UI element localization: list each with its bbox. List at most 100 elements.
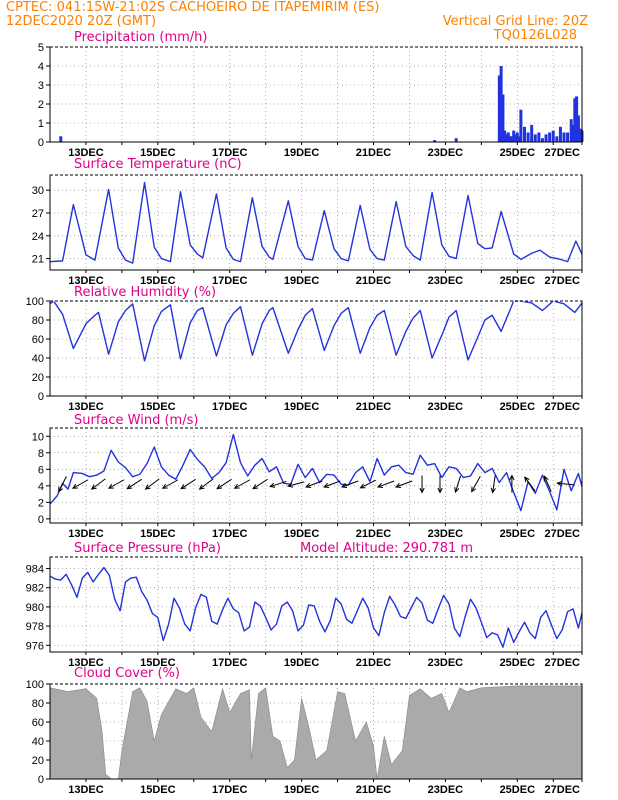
- wind-series-line: [49, 433, 583, 512]
- x-tick-label: 17DEC: [212, 275, 248, 287]
- rh-series-line: [49, 300, 583, 362]
- y-tick-label: 60: [32, 717, 44, 729]
- precip-bar: [530, 124, 534, 142]
- panel-subtitle: Model Altitude: 290.781 m: [300, 541, 473, 556]
- precip-bar: [566, 132, 570, 142]
- wind-arrow: [234, 479, 251, 489]
- x-tick-label: 27DEC: [545, 401, 581, 413]
- x-tick-label: 15DEC: [140, 275, 176, 287]
- y-tick-label: 21: [32, 254, 44, 266]
- panels: 0 1 2 3 4 5 13DEC 15DEC 17DEC 19DEC 21DEC 23DEC 25DE…: [26, 30, 584, 796]
- wind-arrow: [305, 480, 323, 488]
- x-tick-label: 25DEC: [500, 401, 536, 413]
- x-tick-label: 17DEC: [212, 401, 248, 413]
- precip-bar: [497, 75, 501, 142]
- wind-arrow-head: [305, 483, 312, 488]
- wind-arrow-head: [543, 475, 549, 482]
- precip-bar: [512, 130, 516, 142]
- wind-arrow-head: [269, 482, 276, 488]
- wind-arrow: [492, 475, 496, 493]
- header-date: 12DEC2020 20Z (GMT): [6, 14, 156, 29]
- x-tick-label: 27DEC: [545, 657, 581, 669]
- y-tick-label: 80: [32, 315, 44, 327]
- precip-bar: [454, 138, 458, 142]
- panel-title: Surface Temperature (nC): [74, 157, 242, 172]
- x-tick-label: 17DEC: [212, 147, 248, 159]
- x-tick-label: 27DEC: [545, 528, 581, 540]
- x-tick-label: 19DEC: [284, 528, 320, 540]
- wind-arrow-head: [107, 483, 114, 489]
- wind-arrow: [180, 478, 196, 490]
- x-tick-label: 23DEC: [428, 528, 464, 540]
- precip-bar: [515, 132, 519, 142]
- wind-arrow-head: [509, 474, 515, 481]
- panel-cloud: 0 20 40 60 80 100 13DEC 15DEC 17DEC 19DEC 21DEC 23D…: [26, 666, 583, 796]
- wind-arrow-head: [71, 483, 78, 489]
- x-tick-label: 13DEC: [68, 784, 104, 796]
- wind-arrow-head: [556, 480, 563, 487]
- x-tick-label: 15DEC: [140, 147, 176, 159]
- precip-bar: [569, 119, 573, 142]
- wind-arrow: [252, 478, 268, 490]
- y-tick-label: 0: [38, 391, 44, 403]
- panel-title: Relative Humidity (%): [74, 285, 216, 300]
- x-tick-label: 17DEC: [212, 528, 248, 540]
- panel-title: Precipitation (mm/h): [74, 30, 207, 45]
- y-tick-label: 0: [38, 514, 44, 526]
- x-tick-label: 23DEC: [428, 147, 464, 159]
- x-tick-label: 13DEC: [68, 401, 104, 413]
- precip-bar: [514, 134, 517, 142]
- precip-bar: [544, 134, 548, 142]
- y-tick-label: 20: [32, 755, 44, 767]
- y-tick-label: 3: [38, 80, 44, 92]
- panel-temp: 21 24 27 30 13DEC 15DEC 17DEC 19DEC 21DEC 23DEC 25…: [32, 157, 583, 287]
- precip-bar: [510, 136, 514, 142]
- header-station: CPTEC: 041:15W-21:02S CACHOEIRO DE ITAPE…: [6, 0, 379, 15]
- y-tick-label: 10: [32, 431, 44, 443]
- y-tick-label: 60: [32, 334, 44, 346]
- x-tick-label: 27DEC: [545, 784, 581, 796]
- x-tick-label: 25DEC: [500, 147, 536, 159]
- y-tick-label: 100: [26, 679, 44, 691]
- x-tick-label: 15DEC: [140, 401, 176, 413]
- precip-bar: [501, 94, 505, 142]
- y-tick-label: 30: [32, 185, 44, 197]
- wind-arrow: [126, 478, 142, 490]
- y-tick-label: 0: [38, 137, 44, 149]
- x-tick-label: 15DEC: [140, 657, 176, 669]
- x-tick-label: 21DEC: [356, 784, 392, 796]
- precip-bar: [506, 132, 510, 142]
- wind-arrow-head: [180, 484, 187, 490]
- y-tick-label: 40: [32, 353, 44, 365]
- x-tick-label: 25DEC: [500, 528, 536, 540]
- x-tick-label: 19DEC: [284, 147, 320, 159]
- x-tick-label: 21DEC: [356, 147, 392, 159]
- wind-arrow: [557, 482, 575, 486]
- precip-bar: [505, 134, 509, 142]
- wind-arrow: [377, 480, 395, 488]
- wind-arrow: [360, 479, 376, 489]
- wind-arrow: [323, 480, 341, 488]
- x-tick-label: 19DEC: [284, 784, 320, 796]
- precip-bar: [59, 136, 63, 142]
- y-tick-label: 20: [32, 372, 44, 384]
- precip-bar: [571, 124, 575, 142]
- wind-arrow: [216, 478, 232, 490]
- panel-wind: 0 2 4 6 8 10 13DEC 15DEC 17DEC 19DEC 21DEC 23DEC 25D…: [32, 413, 583, 540]
- wind-arrow-head: [216, 484, 223, 490]
- y-tick-label: 984: [26, 564, 44, 576]
- x-tick-label: 21DEC: [356, 275, 392, 287]
- wind-arrow-head: [454, 487, 460, 494]
- wind-arrow-head: [90, 484, 97, 490]
- x-tick-label: 23DEC: [428, 657, 464, 669]
- precip-bar: [433, 140, 437, 142]
- header-model-code: TQ0126L028: [493, 28, 577, 43]
- x-tick-label: 25DEC: [500, 784, 536, 796]
- wind-arrow: [72, 479, 89, 489]
- wind-arrow-head: [126, 484, 133, 490]
- y-tick-label: 0: [38, 774, 44, 786]
- precip-bar: [578, 128, 582, 142]
- wind-arrow-head: [376, 483, 384, 488]
- wind-arrow: [454, 475, 462, 493]
